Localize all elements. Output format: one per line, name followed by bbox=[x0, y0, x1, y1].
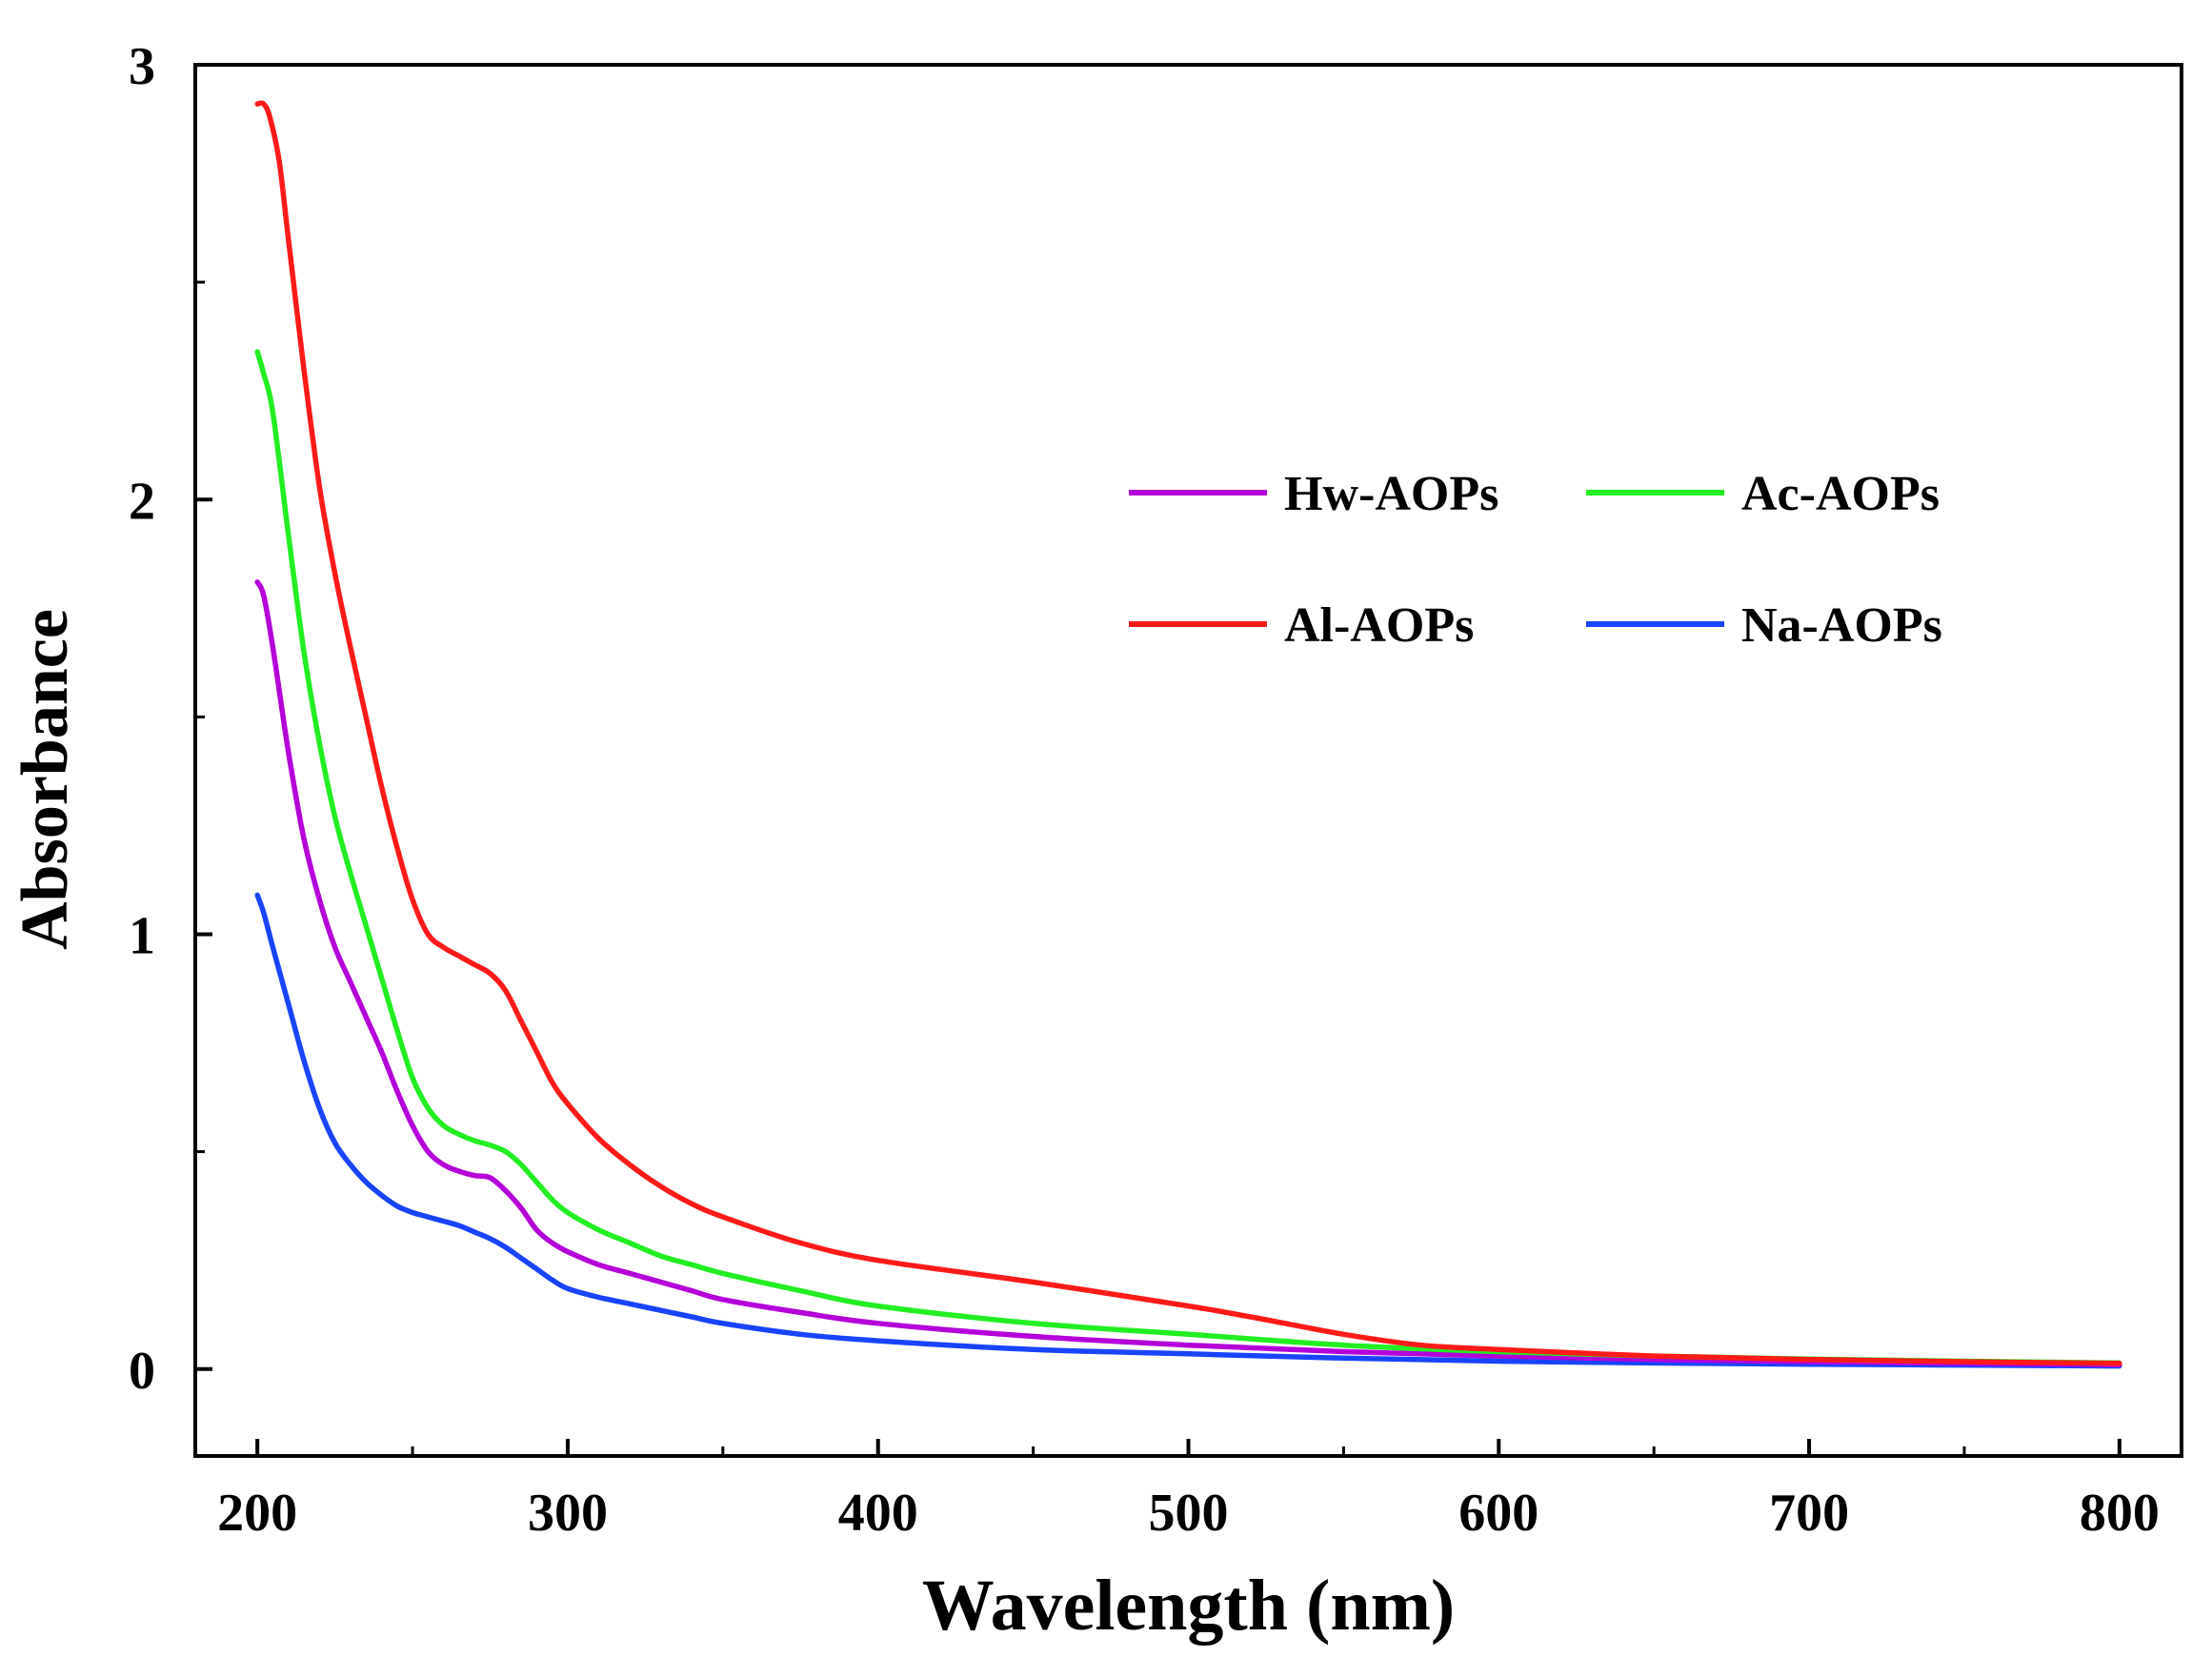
legend-item-al-aops: Al-AOPs bbox=[1129, 598, 1474, 653]
x-tick-label: 500 bbox=[1149, 1484, 1229, 1543]
x-axis-title: Wavelength (nm) bbox=[922, 1566, 1455, 1646]
y-tick-label: 1 bbox=[129, 907, 155, 966]
series-line-al-aops bbox=[254, 100, 2122, 1366]
y-tick-label: 3 bbox=[129, 37, 155, 96]
legend-label: Na-AOPs bbox=[1741, 598, 1942, 653]
y-axis-title: Absorbance bbox=[9, 609, 82, 950]
x-tick-label: 800 bbox=[2080, 1484, 2160, 1543]
x-tick-label: 600 bbox=[1458, 1484, 1538, 1543]
x-tick-label: 300 bbox=[528, 1484, 608, 1543]
legend-item-hw-aops: Hw-AOPs bbox=[1129, 467, 1498, 521]
tick-layer: 200 300 400 500 600 700 800 0 1 2 3 bbox=[129, 37, 2160, 1543]
x-tick-label: 200 bbox=[217, 1484, 297, 1543]
legend-label: Al-AOPs bbox=[1284, 598, 1474, 653]
series-layer bbox=[254, 100, 2122, 1369]
legend-item-ac-aops: Ac-AOPs bbox=[1586, 467, 1940, 521]
legend-item-na-aops: Na-AOPs bbox=[1586, 598, 1942, 653]
series-line-na-aops bbox=[254, 892, 2122, 1369]
x-tick-label: 700 bbox=[1769, 1484, 1849, 1543]
x-tick-label: 400 bbox=[838, 1484, 918, 1543]
plot-area-frame bbox=[193, 63, 2183, 1458]
legend: Hw-AOPs Ac-AOPs Al-AOPs Na-AOPs bbox=[1129, 467, 1942, 653]
series-line-hw-aops bbox=[254, 579, 2122, 1367]
legend-label: Hw-AOPs bbox=[1284, 467, 1498, 521]
y-tick-label: 0 bbox=[129, 1342, 155, 1401]
legend-label: Ac-AOPs bbox=[1741, 467, 1940, 521]
y-tick-label: 2 bbox=[129, 472, 155, 531]
series-line-ac-aops bbox=[254, 349, 2122, 1366]
